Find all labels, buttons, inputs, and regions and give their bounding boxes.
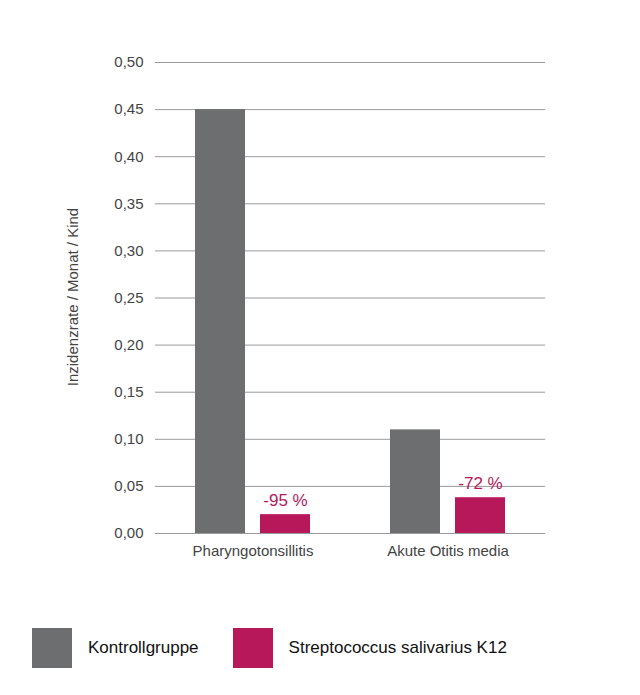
html-text:Streptococcus salivarius K12: Streptococcus salivarius K12 [288, 637, 507, 657]
svg-text:0,40: 0,40 [114, 148, 143, 165]
svg-text:0,00: 0,00 [114, 524, 143, 541]
svg-text:Akute Otitis media: Akute Otitis media [387, 542, 509, 559]
svg-text:0,15: 0,15 [114, 383, 143, 400]
svg-text:0,20: 0,20 [114, 336, 143, 353]
svg-text:-95 %: -95 % [263, 491, 307, 510]
svg-text:-72 %: -72 % [458, 474, 502, 493]
html-text:Inzidenzrate / Monat / Kind: Inzidenzrate / Monat / Kind [63, 207, 81, 387]
svg-text:0,35: 0,35 [114, 195, 143, 212]
svg-text:0,30: 0,30 [114, 242, 143, 259]
svg-text:0,05: 0,05 [114, 477, 143, 494]
svg-text:0,45: 0,45 [114, 100, 143, 117]
svg-text:0,10: 0,10 [114, 430, 143, 447]
svg-text:0,50: 0,50 [114, 53, 143, 70]
svg-text:0,25: 0,25 [114, 289, 143, 306]
html-text:Kontrollgruppe: Kontrollgruppe [88, 637, 199, 657]
svg-text:Pharyngotonsillitis: Pharyngotonsillitis [193, 542, 314, 559]
